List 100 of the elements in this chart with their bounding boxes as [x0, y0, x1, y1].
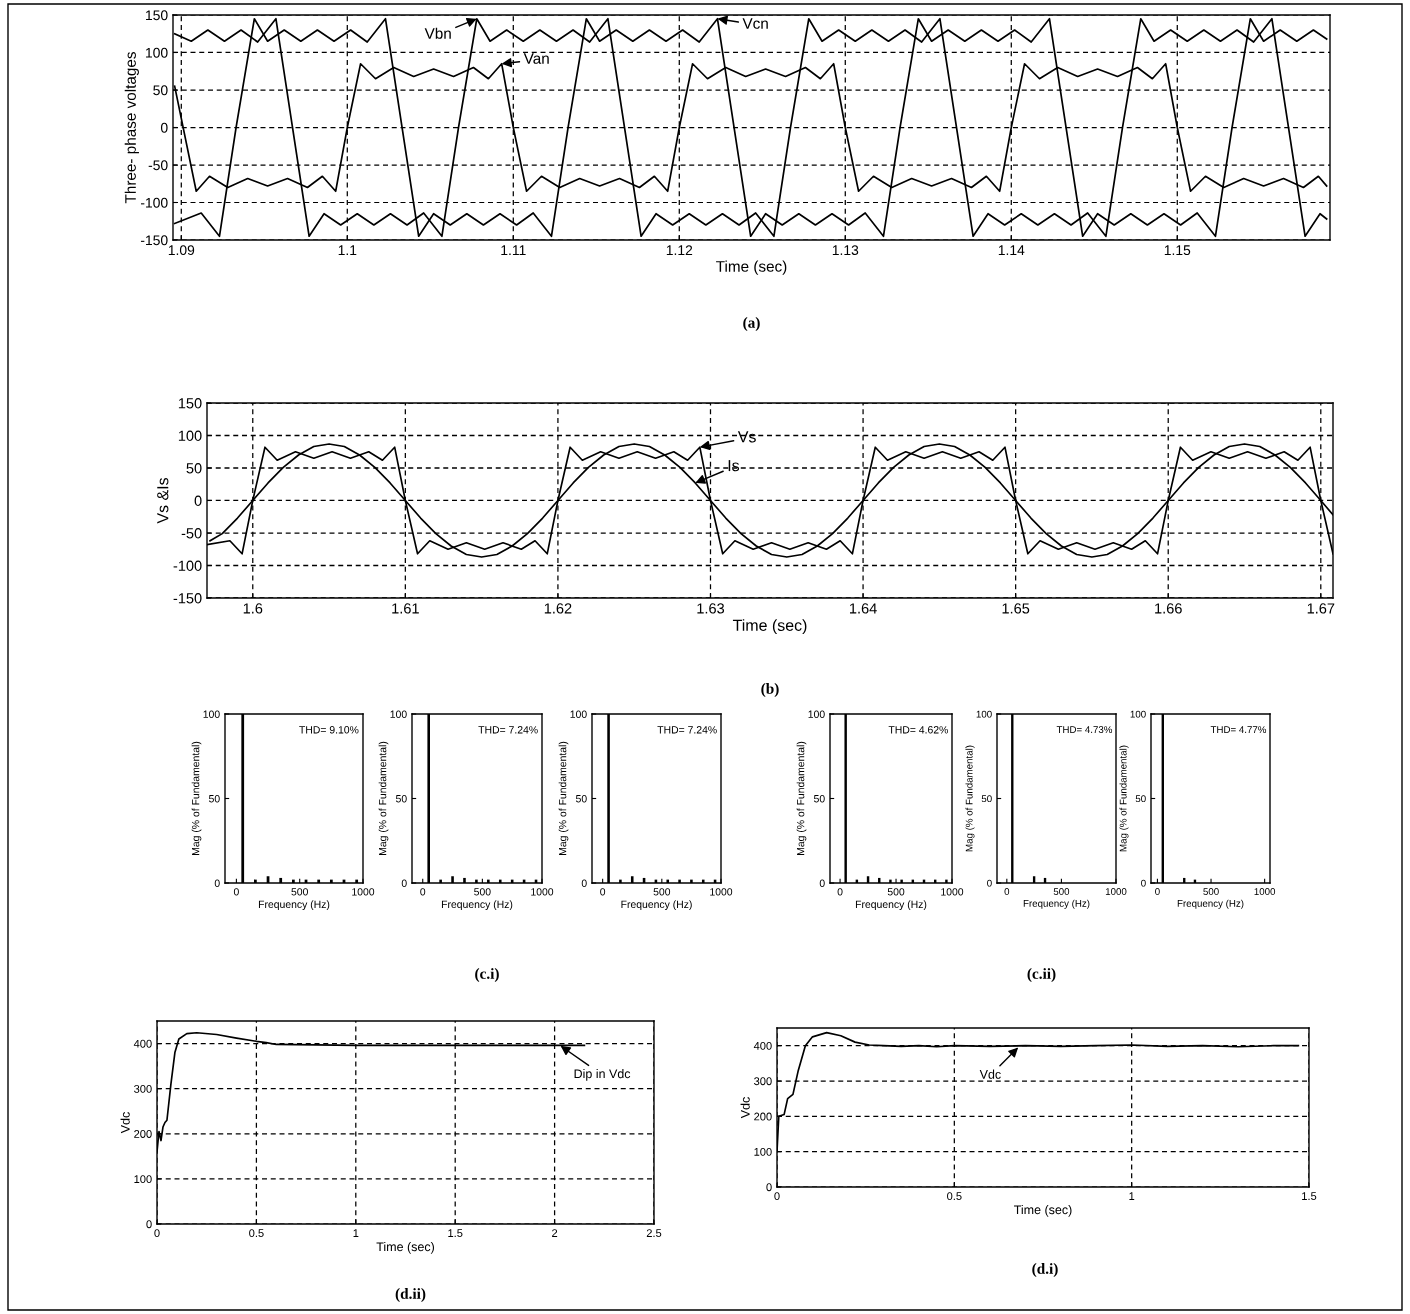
x-tick-label: 0 [600, 888, 606, 896]
annotation: Vs [737, 431, 756, 443]
y-tick-label: 100 [570, 710, 587, 718]
annotation: THD= 7.24% [478, 726, 538, 734]
x-tick-label: 1000 [941, 888, 964, 896]
y-tick-label: 0 [987, 879, 992, 887]
x-tick-label: 500 [653, 888, 671, 896]
y-tick-label: 0 [581, 879, 587, 887]
y-tick-label: -50 [181, 528, 202, 539]
y-axis-title: Mag (% of Fundamental) [191, 741, 202, 855]
text: (b) [761, 683, 779, 697]
x-tick-label: 1.5 [1302, 1192, 1317, 1201]
y-tick-label: 100 [134, 1175, 152, 1184]
x-tick-label: 1.66 [1155, 603, 1182, 614]
y-tick-label: 50 [813, 795, 825, 803]
x-tick-label: 0.5 [947, 1192, 962, 1201]
y-tick-label: 100 [808, 710, 825, 718]
y-tick-label: -150 [140, 235, 168, 246]
y-tick-label: 100 [146, 47, 168, 58]
annotation: Vbn [424, 27, 451, 39]
x-tick-label: 1.61 [392, 603, 419, 614]
y-tick-label: 50 [1135, 795, 1146, 803]
y-tick-label: 150 [178, 398, 202, 409]
x-tick-label: 1.11 [501, 245, 526, 255]
y-axis-title: Mag (% of Fundamental) [378, 741, 389, 855]
y-tick-label: 300 [754, 1077, 772, 1086]
annotation: Vcn [742, 18, 768, 29]
y-tick-label: 100 [178, 430, 202, 441]
y-tick-label: 150 [146, 10, 168, 21]
y-axis-title: Three- phase voltages [124, 52, 139, 204]
y-tick-label: 50 [395, 795, 407, 803]
y-tick-label: 0 [146, 1220, 152, 1229]
x-axis-title: Frequency (Hz) [855, 900, 927, 911]
x-tick-label: 2 [552, 1229, 558, 1237]
y-tick-label: 0 [1141, 879, 1146, 887]
x-axis-title: Frequency (Hz) [441, 900, 513, 911]
x-tick-label: 1000 [531, 888, 554, 896]
x-tick-label: 0 [837, 888, 843, 896]
y-tick-label: -50 [148, 160, 168, 171]
y-tick-label: 400 [753, 1041, 772, 1050]
x-tick-label: 1.15 [1164, 245, 1191, 256]
text: (d.ii) [395, 1288, 426, 1302]
x-tick-label: 1.6 [243, 603, 263, 614]
x-tick-label: 500 [291, 888, 308, 896]
x-tick-label: 0 [1155, 888, 1160, 895]
y-tick-label: 0 [194, 495, 202, 506]
x-tick-label: 1.65 [1002, 603, 1030, 614]
x-tick-label: 2.5 [646, 1229, 662, 1238]
text: (c.ii) [1027, 968, 1056, 982]
y-axis-title: Vdc [120, 1112, 130, 1134]
y-tick-label: 50 [208, 795, 220, 803]
line-series [173, 17, 1328, 238]
annotation: THD= 7.24% [657, 726, 717, 734]
annotation: THD= 4.73% [1056, 726, 1113, 733]
y-tick-label: -100 [140, 197, 168, 208]
y-tick-label: 100 [976, 710, 992, 718]
y-axis-title: Mag (% of Fundamental) [965, 745, 975, 852]
x-tick-label: 1000 [352, 888, 375, 896]
x-tick-label: 0 [1004, 888, 1010, 895]
x-tick-label: 0 [233, 888, 239, 896]
y-tick-label: 0 [401, 879, 407, 887]
annotation: THD= 4.77% [1210, 726, 1267, 733]
text: (d.i) [1032, 1263, 1058, 1277]
y-axis-title: Mag (% of Fundamental) [558, 741, 569, 855]
x-axis-title: Time (sec) [1014, 1205, 1072, 1217]
x-tick-label: 1.5 [448, 1229, 463, 1238]
y-tick-label: 200 [754, 1112, 772, 1121]
annotation: Van [523, 53, 549, 64]
x-tick-label: 1.09 [168, 245, 195, 256]
x-axis-title: Frequency (Hz) [1023, 899, 1090, 909]
annotation: Vdc [979, 1069, 1001, 1079]
annotation: Is [728, 460, 740, 472]
x-tick-label: 1.63 [697, 603, 725, 614]
x-axis-title: Time (sec) [716, 260, 787, 275]
x-tick-label: 1.64 [849, 603, 877, 614]
text: (a) [743, 317, 760, 331]
annotation: Dip in Vdc [574, 1068, 631, 1081]
x-tick-label: 1.13 [832, 245, 859, 256]
x-axis-title: Time (sec) [732, 619, 807, 635]
x-tick-label: 500 [1203, 888, 1219, 895]
x-tick-label: 1.62 [544, 603, 572, 614]
annotation: THD= 4.62% [888, 726, 948, 734]
y-tick-label: 100 [390, 710, 407, 718]
x-tick-label: 1 [1129, 1192, 1135, 1200]
y-axis-title: Mag (% of Fundamental) [796, 741, 807, 855]
x-tick-label: 0.5 [249, 1229, 264, 1238]
x-tick-label: 1000 [1254, 888, 1276, 895]
x-tick-label: 0 [774, 1192, 780, 1201]
y-tick-label: -100 [173, 560, 202, 571]
y-tick-label: 50 [981, 795, 992, 803]
x-axis-title: Time (sec) [376, 1242, 435, 1254]
x-tick-label: 1.1 [338, 245, 357, 255]
y-tick-label: -150 [173, 593, 202, 604]
y-axis-title: Mag (% of Fundamental) [1119, 745, 1129, 852]
x-axis-title: Frequency (Hz) [1177, 899, 1244, 909]
x-tick-label: 500 [474, 888, 491, 896]
x-tick-label: 1 [353, 1229, 359, 1237]
y-axis-title: Vdc [740, 1097, 750, 1119]
y-tick-label: 200 [134, 1130, 152, 1138]
y-tick-label: 0 [160, 122, 168, 133]
